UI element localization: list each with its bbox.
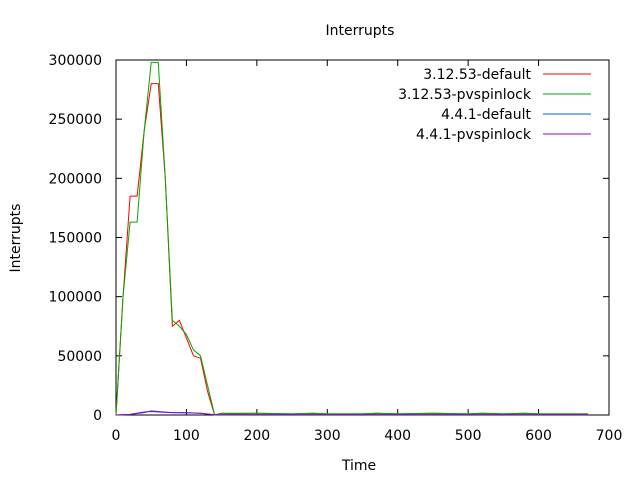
y-tick-label: 0: [93, 408, 102, 424]
x-axis-label: Time: [341, 458, 376, 474]
plot-frame: [115, 59, 610, 416]
x-tick-label: 500: [455, 428, 482, 444]
series-layer: [115, 61, 588, 416]
y-axis-label: Interrupts: [8, 204, 24, 273]
legend-label: 3.12.53-pvspinlock: [398, 87, 532, 103]
legend-label: 3.12.53-default: [423, 67, 531, 83]
x-tick-label: 700: [596, 428, 623, 444]
y-tick-label: 250000: [49, 112, 102, 128]
x-tick-label: 400: [384, 428, 411, 444]
y-tick-label: 300000: [49, 53, 102, 69]
y-tick-label: 50000: [57, 349, 102, 365]
legend-label: 4.4.1-pvspinlock: [416, 127, 532, 143]
series-line-3.12.53-pvspinlock: [115, 61, 588, 416]
x-tick-label: 0: [112, 428, 121, 444]
x-tick-label: 300: [314, 428, 341, 444]
y-tick-label: 150000: [49, 231, 102, 247]
chart-title: Interrupts: [326, 23, 395, 39]
ticks-layer: 0 100 200 300 400 500 600 700 0 50000 100000 150000…: [49, 53, 623, 444]
x-tick-label: 200: [243, 428, 270, 444]
legend: 3.12.53-default 3.12.53-pvspinlock 4.4.1-d…: [398, 67, 591, 143]
y-tick-label: 200000: [49, 171, 102, 187]
legend-label: 4.4.1-default: [441, 107, 531, 123]
y-tick-label: 100000: [49, 290, 102, 306]
x-tick-label: 600: [525, 428, 552, 444]
x-tick-label: 100: [173, 428, 200, 444]
